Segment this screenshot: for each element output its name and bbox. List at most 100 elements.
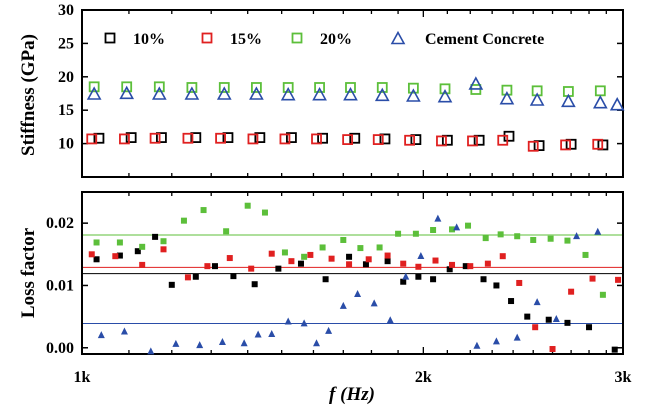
stiffness-point-10	[317, 132, 328, 144]
loss-factor-point-15	[400, 260, 407, 267]
stiffness-point-20	[501, 84, 513, 96]
loss-factor-point-15	[415, 263, 422, 270]
legend-label-cement-concrete: Cement Concrete	[425, 31, 544, 48]
stiffness-point-20	[376, 82, 388, 93]
loss-factor-point-cement-concrete	[402, 272, 410, 280]
loss-factor-point-20	[376, 244, 383, 251]
loss-factor-point-15	[532, 324, 539, 331]
stiffness-point-20	[88, 81, 100, 93]
loss-factor-point-cement-concrete	[218, 338, 226, 346]
loss-factor-point-20	[319, 244, 326, 251]
loss-factor-point-10	[168, 281, 175, 288]
loss-factor-point-20	[465, 222, 472, 229]
loss-factor-point-cement-concrete	[240, 339, 248, 347]
loss-factor-point-10	[524, 313, 531, 320]
loss-factor-point-cement-concrete	[573, 232, 581, 240]
loss-factor-point-10	[297, 260, 304, 267]
x-tick-label: 3k	[615, 369, 632, 386]
loss-factor-point-20	[301, 253, 308, 260]
stiffness-point-20	[251, 82, 262, 93]
stiffness-point-cement-concrete	[119, 85, 135, 100]
legend-marker-10	[104, 32, 116, 44]
loss-factor-mean-lines	[83, 234, 622, 324]
loss-factor-point-10	[211, 263, 218, 270]
stiffness-ytick-label: 25	[58, 35, 74, 52]
loss-factor-point-15	[328, 255, 335, 262]
loss-factor-point-15	[88, 251, 95, 258]
loss-factor-point-10	[586, 324, 593, 331]
loss-factor-point-20	[395, 230, 402, 237]
loss-factor-point-15	[160, 246, 167, 253]
stiffness-point-20	[121, 81, 133, 93]
loss-factor-point-20	[180, 217, 187, 224]
loss-factor-point-15	[589, 275, 596, 282]
stiffness-point-15	[86, 133, 98, 145]
loss-factor-point-cement-concrete	[552, 314, 560, 322]
loss-factor-point-15	[288, 258, 295, 265]
loss-factor-point-10	[230, 273, 237, 280]
stiffness-point-15	[247, 133, 259, 145]
loss-factor-point-15	[516, 279, 523, 286]
loss-factor-point-cement-concrete	[417, 252, 425, 260]
loss-factor-point-20	[160, 238, 167, 245]
stiffness-point-15	[592, 138, 604, 150]
loss-factor-point-15	[432, 257, 439, 264]
stiffness-x-ticks	[81, 10, 624, 177]
stiffness-point-10	[349, 132, 361, 144]
x-tick-label: 1k	[74, 369, 91, 386]
legend-label-20: 20%	[320, 31, 352, 48]
loss-factor-point-15	[184, 274, 191, 281]
stiffness-point-15	[527, 140, 539, 152]
stiffness-point-10	[93, 132, 105, 144]
legend: 10% 15% 20% Cement Concrete	[104, 30, 544, 48]
loss-factor-point-15	[549, 346, 556, 353]
legend-marker-20	[291, 32, 303, 44]
loss-factor-point-10	[493, 282, 500, 289]
stiffness-y-ticks: 10 15 20 25 30	[58, 2, 623, 153]
loss-factor-point-10	[564, 319, 571, 326]
stiffness-point-15	[560, 139, 572, 151]
loss-factor-point-15	[384, 252, 391, 259]
loss-factor-point-cement-concrete	[268, 329, 276, 337]
loss-factor-point-cement-concrete	[300, 319, 308, 327]
loss-factor-point-10	[134, 248, 141, 255]
loss-factor-point-15	[346, 261, 353, 268]
loss-factor-point-20	[564, 237, 571, 244]
loss-factor-point-10	[346, 253, 353, 260]
stiffness-point-cement-concrete	[86, 86, 102, 100]
stiffness-point-15	[404, 134, 416, 146]
stiffness-point-20	[282, 82, 294, 93]
loss-factor-panel: 0.00 0.01 0.02 1k 2k 3k Loss factor f (Hz)	[18, 191, 632, 405]
loss-factor-point-cement-concrete	[513, 333, 521, 341]
loss-factor-point-15	[499, 253, 506, 260]
loss-factor-point-cement-concrete	[492, 337, 500, 345]
loss-factor-point-20	[357, 245, 364, 252]
stiffness-point-10	[533, 140, 545, 152]
loss-factor-ytick-label: 0.00	[46, 340, 74, 357]
stiffness-point-15	[182, 132, 194, 144]
loss-factor-x-ticks: 1k 2k 3k	[74, 192, 632, 386]
stiffness-point-20	[153, 81, 165, 93]
stiffness-point-15	[497, 134, 509, 146]
stiffness-point-10	[125, 132, 137, 143]
loss-factor-point-15	[568, 288, 575, 295]
legend-marker-cement-concrete	[390, 30, 406, 45]
stiffness-point-10	[156, 132, 167, 143]
loss-factor-point-15	[365, 256, 372, 263]
loss-factor-point-10	[322, 276, 329, 283]
stiffness-point-15	[436, 135, 447, 147]
loss-factor-point-20	[514, 233, 521, 240]
stiffness-point-10	[410, 134, 422, 145]
loss-factor-point-20	[340, 236, 347, 243]
loss-factor-point-10	[508, 298, 515, 305]
loss-factor-point-10	[446, 266, 453, 273]
stiffness-point-cement-concrete	[406, 88, 421, 102]
loss-factor-point-15	[615, 276, 622, 283]
loss-factor-point-20	[244, 202, 251, 209]
loss-factor-point-15	[467, 263, 474, 270]
loss-factor-point-10	[275, 265, 282, 272]
stiffness-point-20	[407, 82, 419, 94]
stiffness-point-cement-concrete	[592, 95, 608, 109]
loss-factor-point-20	[93, 239, 100, 246]
